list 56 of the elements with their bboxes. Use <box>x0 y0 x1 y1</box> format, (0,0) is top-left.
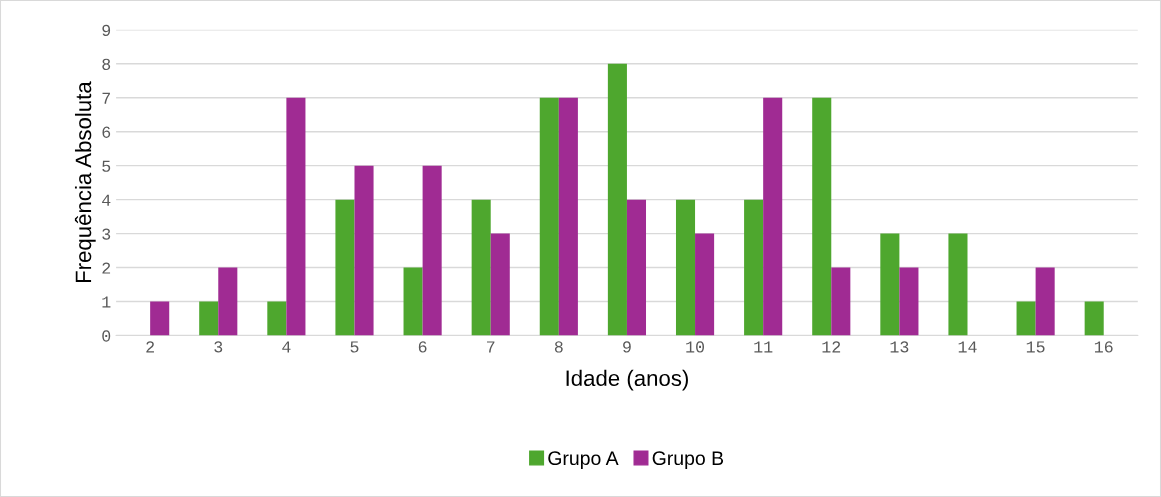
x-tick-label: 4 <box>282 341 291 353</box>
y-tick-label: 7 <box>102 92 110 104</box>
bar <box>354 165 374 336</box>
y-tick-label: 8 <box>102 58 111 70</box>
y-tick-label: 9 <box>102 24 111 37</box>
bar <box>286 97 306 336</box>
y-tick-label: 5 <box>102 160 111 172</box>
x-tick-label: 13 <box>890 341 909 353</box>
x-tick-label: 8 <box>554 341 563 353</box>
bar <box>695 233 715 336</box>
x-tick-label: 14 <box>958 341 977 353</box>
x-tick-label: 16 <box>1094 341 1113 353</box>
bar <box>150 301 170 336</box>
bar <box>1084 301 1104 336</box>
y-tick-label: 4 <box>102 194 111 206</box>
bar <box>558 97 578 336</box>
bar <box>899 267 919 336</box>
bar <box>1035 267 1055 336</box>
bar <box>403 267 423 336</box>
bar <box>1016 301 1036 336</box>
bar <box>626 199 647 336</box>
y-tick-label: 3 <box>102 228 111 240</box>
bar <box>218 267 238 336</box>
bar <box>744 199 764 336</box>
bar <box>763 97 783 336</box>
bar <box>267 301 287 336</box>
bar <box>880 233 900 336</box>
x-tick-label: 11 <box>754 341 773 353</box>
bar <box>831 267 851 336</box>
y-tick-label: 2 <box>102 262 111 274</box>
bar <box>607 63 627 336</box>
bar <box>539 97 559 336</box>
y-tick-label: 0 <box>102 330 111 342</box>
y-tick-label: 1 <box>102 296 111 308</box>
bar <box>490 233 510 336</box>
x-tick-label: 3 <box>214 341 223 353</box>
legend-label: Grupo B <box>652 451 724 469</box>
bar <box>422 165 442 336</box>
x-tick-label: 9 <box>623 341 631 353</box>
x-tick-label: 2 <box>146 341 154 353</box>
x-tick-label: 12 <box>822 341 841 353</box>
y-axis-title: Frequência Absoluta <box>74 81 96 283</box>
bar <box>948 233 968 336</box>
y-tick-label: 6 <box>102 126 111 138</box>
x-tick-label: 6 <box>418 341 427 353</box>
x-tick-label: 7 <box>487 341 495 353</box>
x-tick-label: 10 <box>686 341 705 353</box>
legend-label: Grupo A <box>548 451 619 469</box>
x-tick-label: 15 <box>1026 341 1045 353</box>
x-tick-label: 5 <box>350 341 359 353</box>
bar <box>675 199 696 336</box>
bar <box>199 301 219 336</box>
x-axis-title: Idade (anos) <box>566 369 688 391</box>
bar <box>471 199 491 336</box>
bar <box>335 199 355 336</box>
bar <box>812 97 832 336</box>
